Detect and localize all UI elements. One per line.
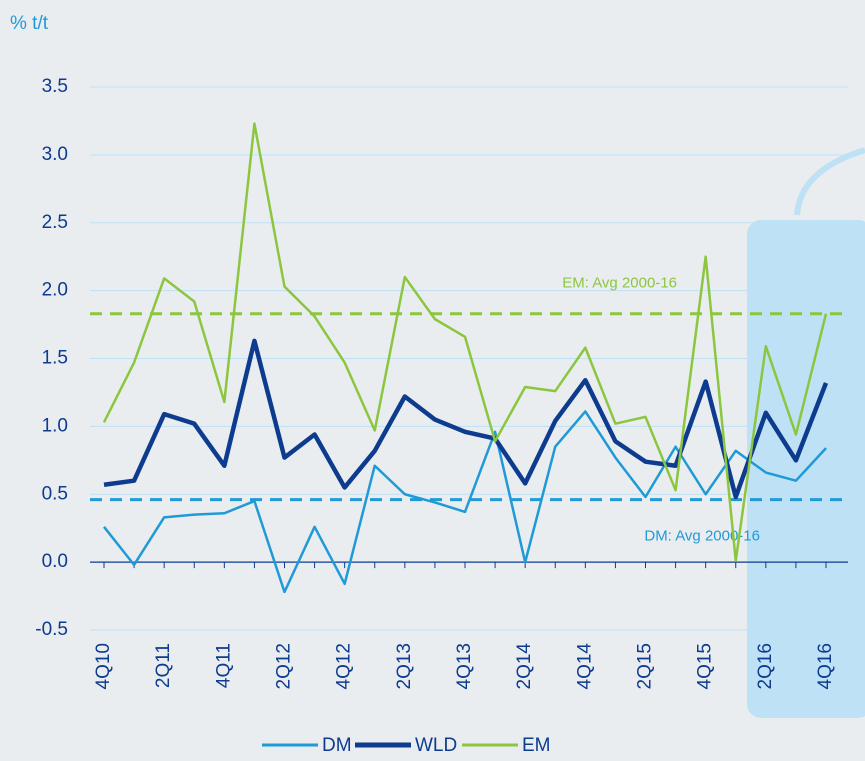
x-tick-label: 2Q13	[394, 643, 415, 689]
y-tick-label: 0.5	[42, 483, 68, 504]
y-tick-label: 1.5	[42, 348, 68, 369]
legend-label: WLD	[415, 735, 457, 756]
x-tick-label: 2Q14	[514, 643, 535, 690]
x-tick-label: 2Q15	[635, 643, 656, 689]
y-tick-label: 0.0	[42, 551, 68, 572]
y-tick-label: -0.5	[35, 619, 68, 640]
x-tick-label: 2Q12	[274, 643, 295, 689]
callout-arc	[794, 147, 865, 216]
legend-label: DM	[322, 735, 352, 756]
y-tick-label: 3.0	[42, 144, 68, 165]
y-axis-label: % t/t	[10, 13, 49, 34]
x-tick-label: 4Q10	[93, 643, 114, 689]
reference-label: EM: Avg 2000-16	[562, 275, 677, 292]
x-tick-label: 4Q15	[695, 643, 716, 689]
y-tick-label: 1.0	[42, 415, 68, 436]
series-line	[103, 338, 829, 500]
y-tick-label: 2.0	[42, 280, 68, 301]
y-tick-label: 3.5	[42, 76, 68, 97]
x-tick-label: 4Q13	[454, 643, 475, 689]
y-tick-label: 2.5	[42, 212, 68, 233]
series-line	[103, 410, 827, 594]
x-tick-label: 4Q11	[213, 643, 234, 688]
legend-label: EM	[522, 735, 551, 756]
x-tick-label: 4Q16	[815, 643, 836, 689]
series-line	[102, 122, 828, 563]
x-tick-label: 4Q14	[574, 643, 595, 690]
x-tick-label: 4Q12	[334, 643, 355, 689]
x-tick-label: 2Q11	[153, 643, 174, 688]
x-tick-label: 2Q16	[755, 643, 776, 689]
reference-label: DM: Avg 2000-16	[644, 528, 760, 545]
